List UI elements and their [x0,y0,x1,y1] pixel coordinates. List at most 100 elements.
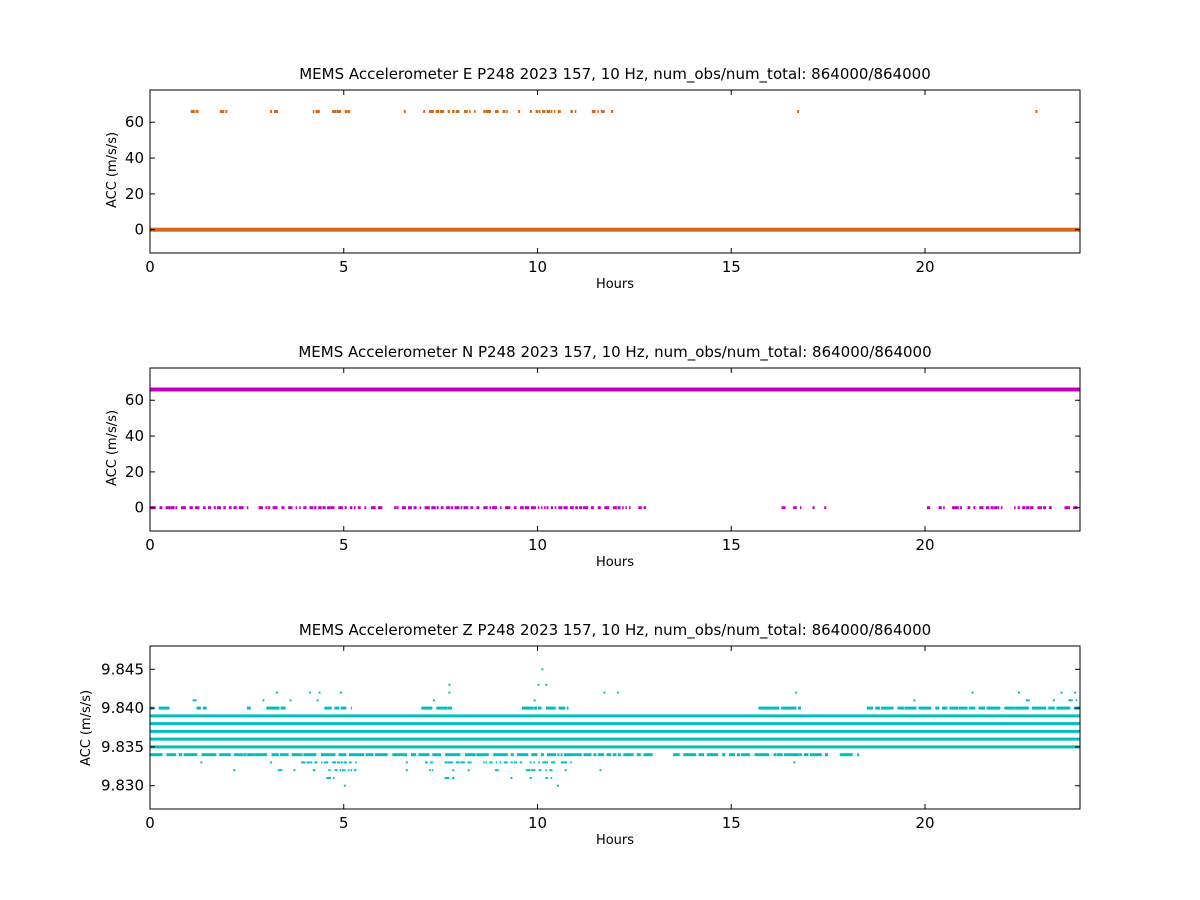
data-point [233,506,237,510]
data-point [1027,699,1030,702]
data-band-segment [510,753,514,757]
data-band-segment [183,753,198,757]
data-point [1000,506,1003,510]
data-band-segment [517,753,529,757]
data-point [460,506,463,510]
x-tick-label: 15 [722,814,741,832]
data-point [281,506,285,510]
data-point [270,110,273,113]
data-band-segment [196,706,201,710]
data-point [357,506,361,510]
data-band-segment [411,753,417,757]
data-point [233,769,236,772]
data-point [611,110,614,113]
data-point [599,769,602,772]
data-point [546,110,551,113]
data-point [333,777,335,779]
data-point [200,761,203,764]
data-point [537,506,540,510]
data-point [423,110,426,113]
data-point [560,761,564,764]
data-band-segment [809,753,822,757]
data-point [538,761,540,764]
data-band-segment [597,753,604,757]
data-point [326,777,331,779]
data-band-segment [643,753,653,757]
data-point [350,769,353,772]
subplot-vertical: MEMS Accelerometer Z P248 2023 157, 10 H… [79,621,1081,848]
data-point [312,110,315,113]
data-point [483,506,488,510]
data-band-segment [1048,706,1055,710]
data-point [617,506,621,510]
data-point [505,506,511,510]
data-point [503,761,508,764]
data-band [150,729,1080,733]
x-tick-label: 20 [915,814,934,832]
data-point [470,506,474,510]
data-point [165,506,167,510]
data-point [238,506,244,510]
data-point [343,784,346,787]
data-point [450,506,454,510]
y-tick-label: 40 [125,149,144,167]
data-band-segment [612,753,617,757]
data-point [540,506,543,510]
data-band-segment [617,753,621,757]
data-point [483,110,486,113]
data-point [1040,506,1043,510]
data-point [435,110,439,113]
data-point [574,110,577,113]
data-band-segment [1032,706,1047,710]
data-band [150,745,1080,749]
data-band-segment [476,753,489,757]
data-point [579,506,582,510]
data-point [429,769,431,772]
data-point [354,769,357,772]
data-point [267,506,271,510]
data-band-segment [1056,706,1071,710]
data-point [529,110,532,113]
data-band-segment [421,706,433,710]
data-band-segment [271,753,279,757]
data-point [476,506,480,510]
data-point [489,506,491,510]
data-point [556,784,559,787]
data-point [318,506,322,510]
data-band-segment [799,753,802,757]
data-point [510,761,513,764]
data-point [289,699,292,702]
data-point [622,506,624,510]
data-point [454,506,460,510]
data-point [309,506,314,510]
data-band-segment [1014,706,1029,710]
data-point [525,769,531,772]
subplot-north: MEMS Accelerometer N P248 2023 157, 10 H… [105,343,1081,570]
data-point [524,506,530,510]
data-band-segment [968,706,976,710]
data-point [1029,506,1034,510]
data-point [1064,506,1070,510]
data-band-segment [566,706,569,710]
data-point [570,761,572,764]
data-point [408,506,412,510]
data-point [967,506,971,510]
data-point [973,506,976,510]
data-point [563,506,568,510]
plot-frame [149,89,1081,254]
data-point [797,110,800,113]
data-point [339,691,342,694]
data-point [332,110,337,113]
data-band-segment [522,706,534,710]
data-band-segment [758,706,773,710]
data-point [793,761,796,764]
data-point [799,506,802,510]
data-band-segment [254,753,267,757]
data-point [364,506,367,510]
data-point [564,769,567,772]
data-band-segment [978,706,985,710]
x-tick-label: 20 [915,258,934,276]
data-point [550,110,553,113]
